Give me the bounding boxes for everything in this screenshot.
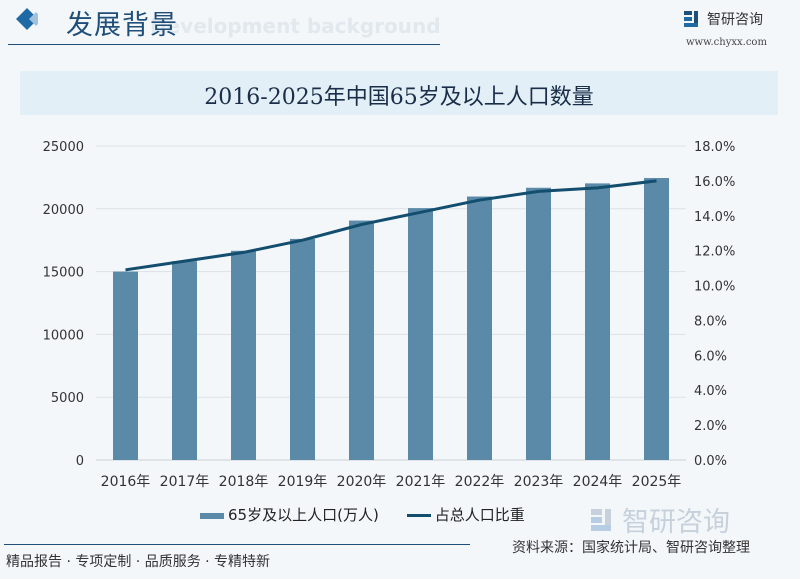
y-right-tick-label: 8.0%: [694, 314, 727, 329]
x-tick-label: 2024年: [573, 474, 623, 490]
website-url: www.chyxx.com: [686, 37, 767, 48]
y-right-tick-label: 0.0%: [694, 454, 727, 469]
x-tick-label: 2022年: [455, 474, 505, 490]
bar: [349, 220, 374, 460]
brand-logo: 智研咨询: [683, 9, 763, 29]
x-tick-label: 2018年: [219, 474, 269, 490]
chart-title-band: 2016-2025年中国65岁及以上人口数量: [20, 71, 778, 115]
y-left-tick-label: 0: [76, 454, 84, 469]
x-tick-label: 2016年: [101, 474, 151, 490]
bar: [585, 183, 610, 460]
legend-swatch-line: [406, 514, 431, 517]
y-right-tick-label: 10.0%: [694, 280, 735, 295]
x-tick-label: 2017年: [160, 474, 210, 490]
x-tick-label: 2021年: [396, 474, 446, 490]
y-right-tick-label: 2.0%: [694, 419, 727, 434]
legend-swatch-bar: [200, 512, 224, 519]
diamond-icon: [16, 8, 38, 30]
footer-divider: [4, 544, 470, 545]
y-right-tick-label: 14.0%: [694, 210, 735, 225]
line-series: [125, 179, 657, 272]
bar: [113, 271, 138, 460]
logo-text: 智研咨询: [707, 12, 763, 28]
legend-label-bar: 65岁及以上人口(万人): [228, 506, 379, 524]
legend: 65岁及以上人口(万人) 占总人口比重: [200, 504, 525, 525]
y-right-tick-label: 16.0%: [694, 175, 735, 190]
watermark-logo-icon: [591, 508, 611, 531]
watermark-logo: 智研咨询: [590, 500, 730, 539]
x-tick-label: 2025年: [632, 474, 682, 490]
slogan: 精品报告 · 专项定制 · 品质服务 · 专精特新: [6, 554, 271, 570]
y-right-tick-label: 12.0%: [694, 245, 735, 260]
logo-icon: [684, 11, 698, 27]
watermark-text: 智研咨询: [622, 507, 730, 538]
legend-item-bar: 65岁及以上人口(万人): [200, 504, 379, 525]
header-title: 发展背景: [66, 10, 178, 41]
header-subtitle: Development background: [150, 14, 441, 38]
bar: [526, 187, 551, 460]
x-tick-label: 2020年: [337, 474, 387, 490]
y-right-tick-label: 4.0%: [694, 384, 727, 399]
source-note: 资料来源：国家统计局、智研咨询整理: [512, 540, 750, 556]
bar: [172, 261, 197, 460]
bar: [231, 250, 256, 460]
y-right-tick-label: 18.0%: [694, 140, 735, 155]
y-right-tick-label: 6.0%: [694, 349, 727, 364]
y-left-tick-label: 20000: [43, 203, 84, 218]
bar: [467, 196, 492, 460]
y-left-tick-label: 5000: [51, 391, 84, 406]
bar: [644, 178, 669, 460]
bar: [408, 208, 433, 460]
header-divider: [8, 44, 440, 45]
y-left-tick-label: 10000: [43, 328, 84, 343]
legend-label-line: 占总人口比重: [434, 506, 525, 524]
x-tick-label: 2023年: [514, 474, 564, 490]
y-left-tick-label: 25000: [43, 140, 84, 155]
legend-item-line: 占总人口比重: [406, 504, 525, 525]
chart-title: 2016-2025年中国65岁及以上人口数量: [204, 85, 594, 110]
x-tick-label: 2019年: [278, 474, 328, 490]
bar: [290, 238, 315, 460]
y-left-tick-label: 15000: [43, 266, 84, 281]
